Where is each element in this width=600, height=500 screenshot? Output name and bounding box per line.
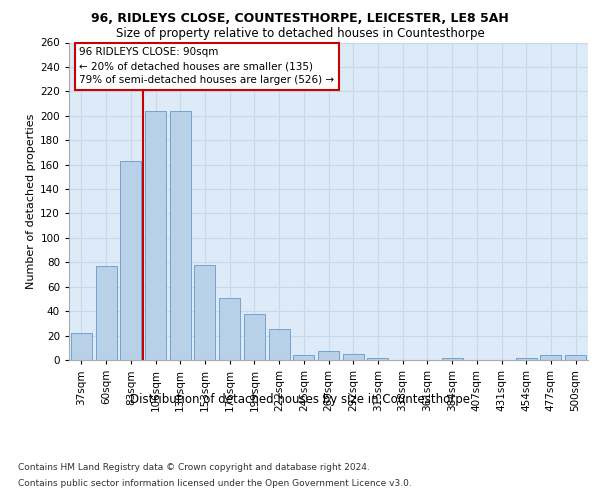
Bar bbox=[293, 355, 314, 360]
Bar bbox=[145, 111, 166, 360]
Bar bbox=[219, 298, 240, 360]
Text: Contains HM Land Registry data © Crown copyright and database right 2024.: Contains HM Land Registry data © Crown c… bbox=[18, 462, 370, 471]
Bar bbox=[120, 161, 141, 360]
Text: 96, RIDLEYS CLOSE, COUNTESTHORPE, LEICESTER, LE8 5AH: 96, RIDLEYS CLOSE, COUNTESTHORPE, LEICES… bbox=[91, 12, 509, 26]
Bar bbox=[541, 355, 562, 360]
Bar bbox=[269, 330, 290, 360]
Text: Distribution of detached houses by size in Countesthorpe: Distribution of detached houses by size … bbox=[130, 392, 470, 406]
Bar bbox=[442, 358, 463, 360]
Y-axis label: Number of detached properties: Number of detached properties bbox=[26, 114, 36, 289]
Bar bbox=[244, 314, 265, 360]
Bar bbox=[343, 354, 364, 360]
Text: Size of property relative to detached houses in Countesthorpe: Size of property relative to detached ho… bbox=[116, 28, 484, 40]
Bar bbox=[367, 358, 388, 360]
Bar bbox=[516, 358, 537, 360]
Text: Contains public sector information licensed under the Open Government Licence v3: Contains public sector information licen… bbox=[18, 479, 412, 488]
Bar bbox=[318, 352, 339, 360]
Bar bbox=[170, 111, 191, 360]
Bar bbox=[95, 266, 116, 360]
Text: 96 RIDLEYS CLOSE: 90sqm
← 20% of detached houses are smaller (135)
79% of semi-d: 96 RIDLEYS CLOSE: 90sqm ← 20% of detache… bbox=[79, 48, 335, 86]
Bar bbox=[71, 333, 92, 360]
Bar bbox=[565, 355, 586, 360]
Bar bbox=[194, 265, 215, 360]
